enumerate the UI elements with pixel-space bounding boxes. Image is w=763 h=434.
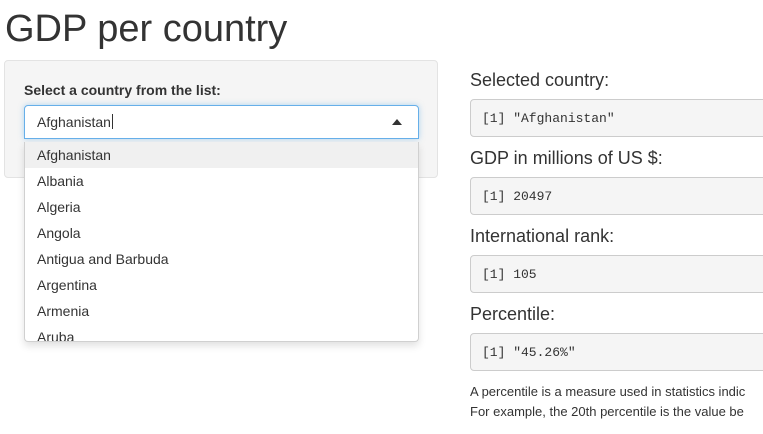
selected-country-heading: Selected country:	[470, 70, 610, 90]
dropdown-option-aruba[interactable]: Aruba	[37, 329, 75, 342]
country-dropdown-list[interactable]: Afghanistan Albania Algeria Angola Antig…	[24, 142, 419, 342]
dropdown-option-afghanistan[interactable]: Afghanistan	[25, 142, 418, 168]
dropdown-option-angola[interactable]: Angola	[37, 225, 81, 241]
selected-country-output: [1] "Afghanistan"	[470, 99, 763, 137]
gdp-heading: GDP in millions of US $:	[470, 148, 663, 168]
percentile-output: [1] "45.26%"	[470, 333, 763, 371]
country-select-text: Afghanistan	[37, 114, 111, 130]
page-title: GDP per country	[5, 8, 288, 50]
caret-up-icon[interactable]	[392, 119, 402, 125]
percentile-note-line-2: For example, the 20th percentile is the …	[470, 404, 744, 419]
rank-heading: International rank:	[470, 226, 615, 246]
dropdown-option-antigua-and-barbuda[interactable]: Antigua and Barbuda	[37, 251, 169, 267]
dropdown-option-albania[interactable]: Albania	[37, 173, 84, 189]
gdp-output: [1] 20497	[470, 177, 763, 215]
country-select-label: Select a country from the list:	[24, 82, 221, 98]
percentile-heading: Percentile:	[470, 304, 556, 324]
dropdown-option-algeria[interactable]: Algeria	[37, 199, 81, 215]
dropdown-option-armenia[interactable]: Armenia	[37, 303, 90, 319]
text-cursor	[111, 114, 113, 129]
rank-output: [1] 105	[470, 255, 763, 293]
country-select-value: Afghanistan	[37, 114, 113, 130]
dropdown-option-argentina[interactable]: Argentina	[37, 277, 97, 293]
country-select-input[interactable]: Afghanistan	[24, 105, 419, 139]
percentile-note-line-1: A percentile is a measure used in statis…	[470, 384, 746, 399]
